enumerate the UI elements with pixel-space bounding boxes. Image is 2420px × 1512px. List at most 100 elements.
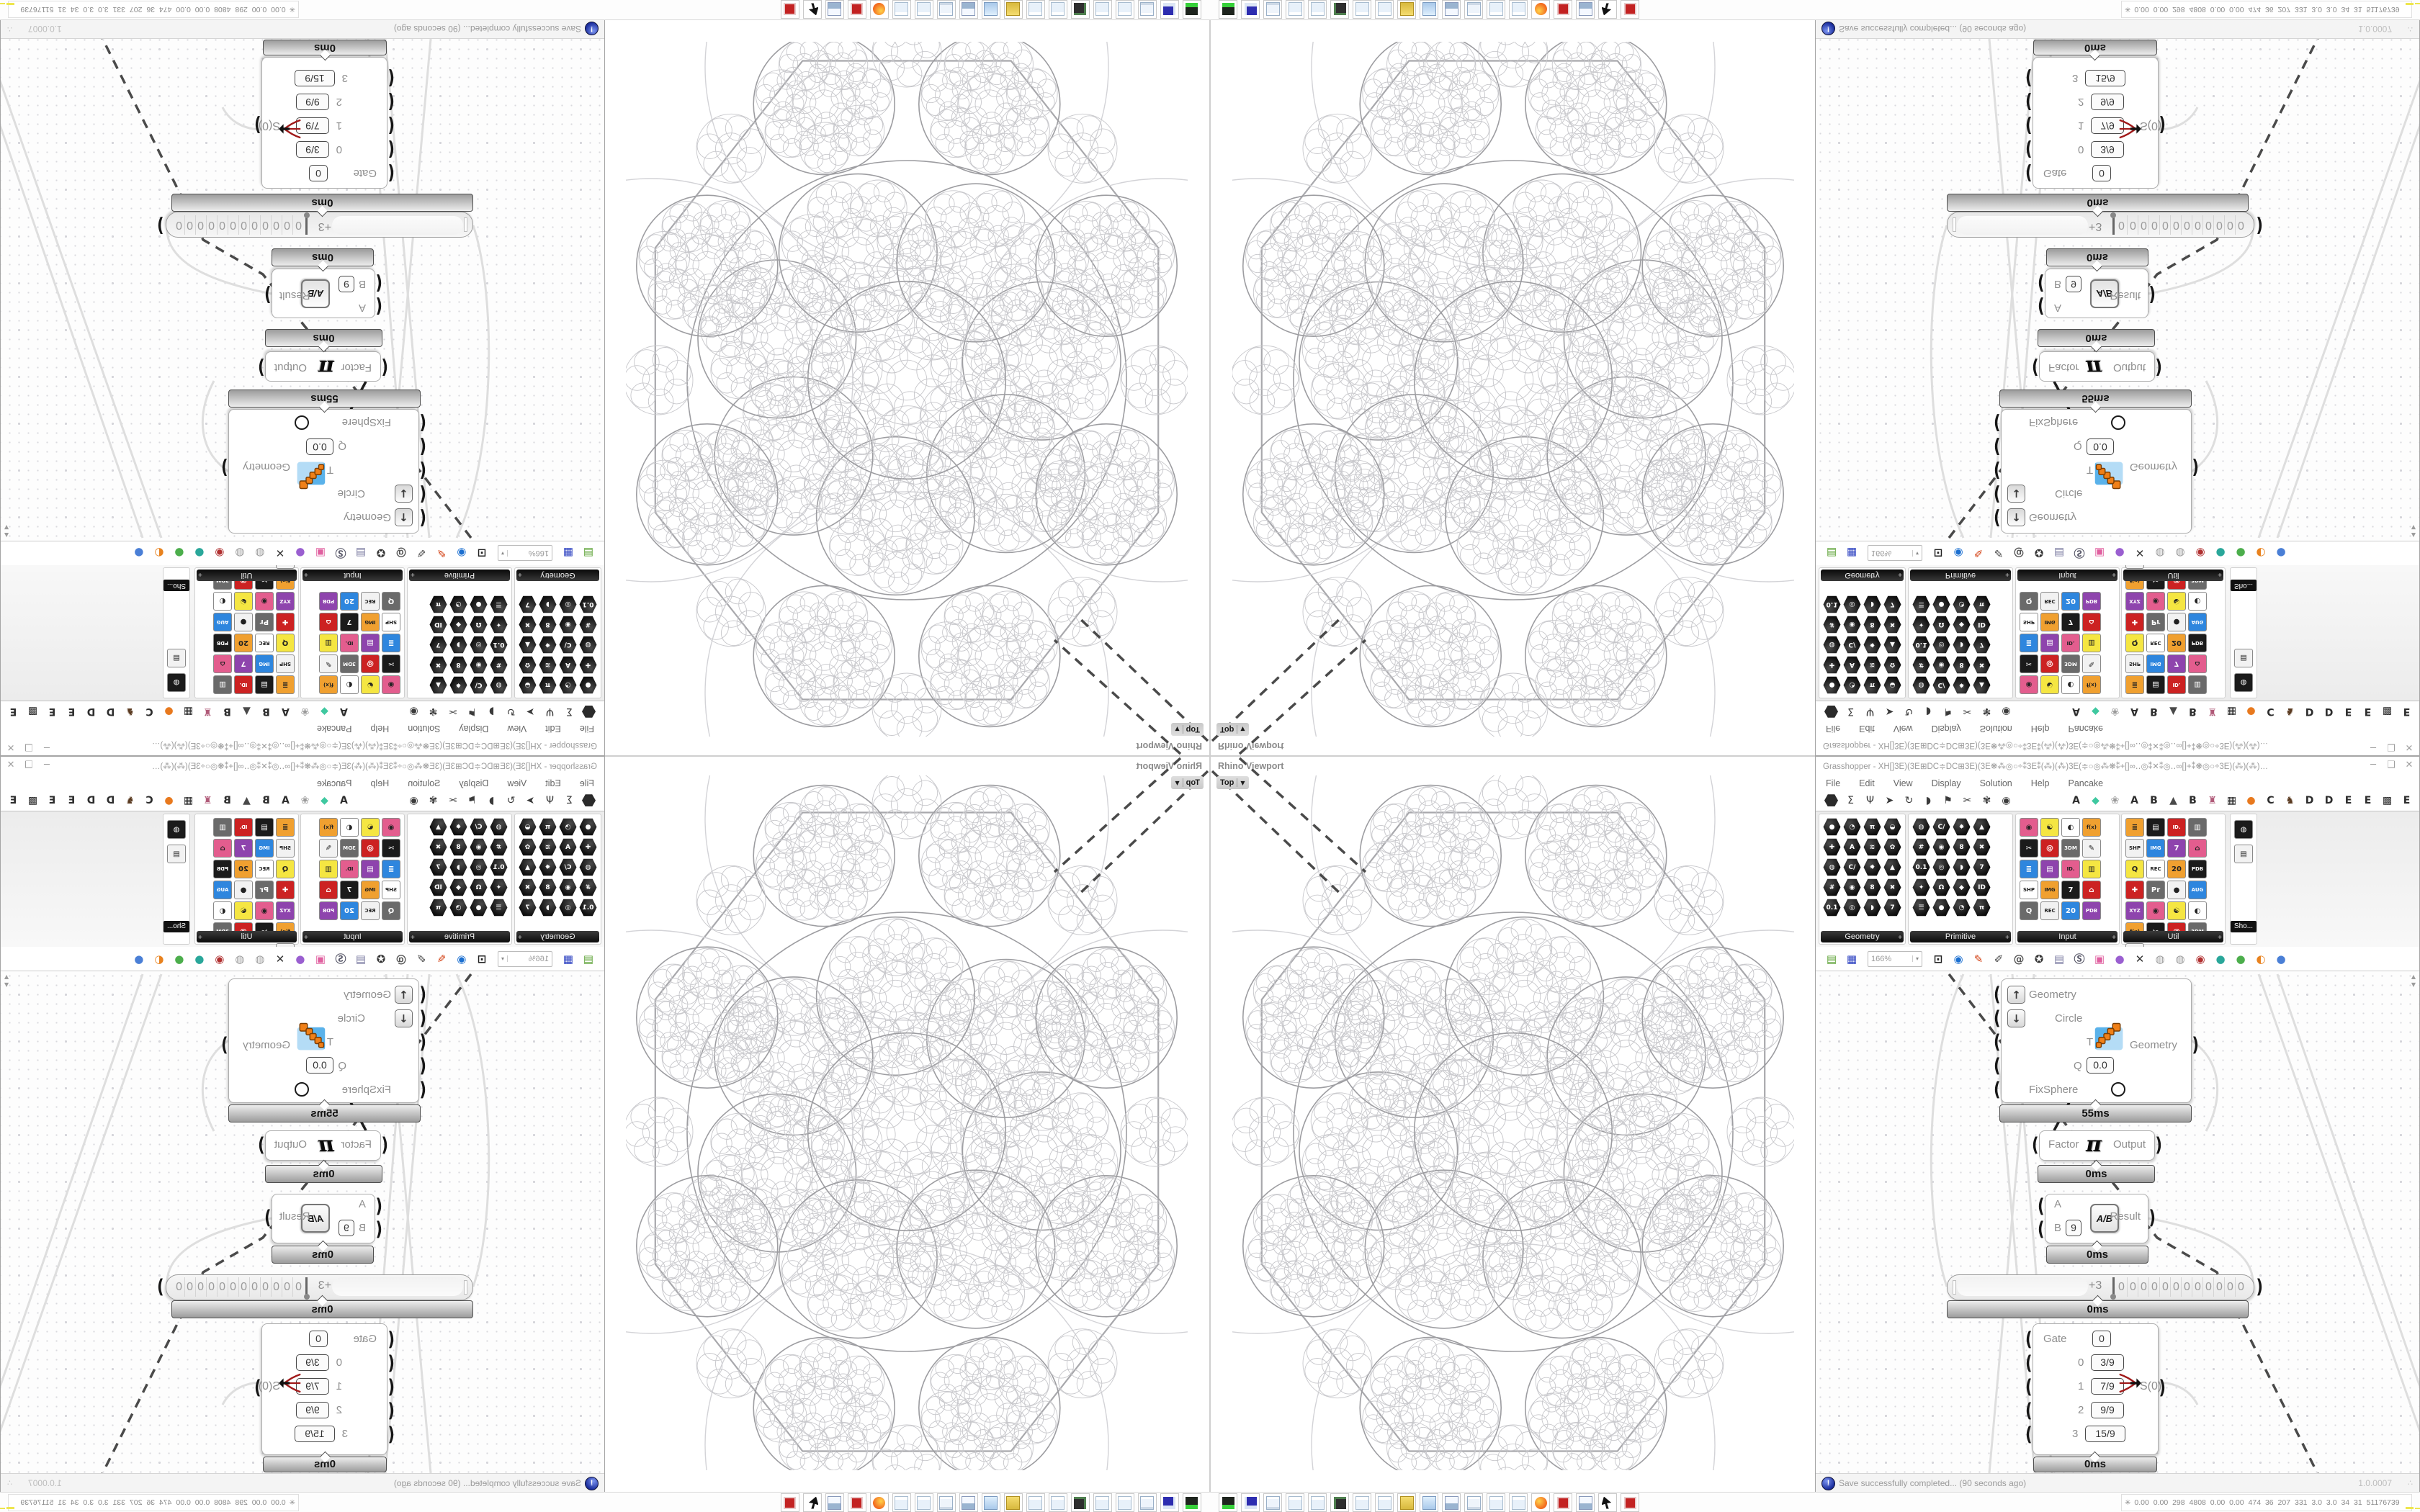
sketch-tool-icon[interactable]: ✐ bbox=[416, 952, 426, 966]
spinner-icon[interactable]: ◉ bbox=[2195, 952, 2205, 966]
gate-row-value[interactable]: 3/9 bbox=[296, 141, 329, 158]
input-grip[interactable]: ( bbox=[2038, 272, 2045, 294]
palette-component-icon[interactable]: AUG bbox=[213, 613, 232, 631]
viewport-tab-top[interactable]: Top ▼ bbox=[1216, 776, 1249, 789]
palette-component-icon[interactable]: PDB bbox=[2188, 634, 2207, 652]
notepad-icon[interactable] bbox=[1049, 0, 1067, 19]
tab-plugin-chicken[interactable]: ♞ bbox=[2285, 795, 2295, 806]
palette-component-icon[interactable]: ✸ bbox=[1863, 858, 1881, 876]
calculator-icon[interactable] bbox=[825, 1493, 844, 1512]
cursor-icon[interactable] bbox=[1598, 0, 1617, 19]
balloon-icon[interactable]: ● bbox=[295, 952, 305, 966]
palette-component-icon[interactable]: 20 bbox=[340, 592, 359, 611]
tab-intersect[interactable]: ✂ bbox=[448, 795, 457, 806]
menu-file[interactable]: File bbox=[1826, 724, 1841, 734]
input-grip[interactable]: ( bbox=[1994, 459, 2001, 481]
tab-plugin-d1[interactable]: D bbox=[106, 706, 115, 717]
palette-component-icon[interactable]: # bbox=[579, 616, 597, 634]
palette-expand-icon[interactable]: + bbox=[411, 570, 415, 578]
folder-icon[interactable] bbox=[1397, 1493, 1416, 1512]
notepad-icon[interactable] bbox=[1308, 0, 1327, 19]
balloon-green-icon[interactable]: ● bbox=[2236, 952, 2246, 966]
slider-digit[interactable]: 0 bbox=[206, 215, 218, 235]
palette-component-icon[interactable]: ✂ bbox=[2020, 839, 2038, 858]
palette-component-icon[interactable]: 20 bbox=[234, 860, 253, 878]
tab-surface[interactable]: ◗ bbox=[488, 795, 495, 806]
balloon-blue-icon[interactable]: ● bbox=[134, 546, 144, 560]
palette-component-icon[interactable]: ✸ bbox=[449, 818, 467, 836]
tab-plugin-shield[interactable]: ♜ bbox=[203, 795, 212, 806]
node-division[interactable]: ( A ( B 9 A/B Result ) bbox=[2038, 1194, 2156, 1243]
tab-plugin-d1[interactable]: D bbox=[2305, 795, 2314, 806]
palette-component-icon[interactable]: ≋ bbox=[539, 656, 557, 674]
node-circle-packer[interactable]: ( ( ( ( ( ↑ ↓ Geometry Circle T Q 0.0 Fi… bbox=[221, 978, 426, 1103]
tab-surface[interactable]: ◗ bbox=[488, 706, 495, 717]
output-grip[interactable]: ) bbox=[157, 215, 164, 236]
palette-component-icon[interactable]: XYZ bbox=[2125, 901, 2144, 920]
balloon-icon[interactable]: ● bbox=[295, 546, 305, 560]
palette-component-icon[interactable]: XYZ bbox=[276, 901, 295, 920]
tab-plugin-b2[interactable]: B bbox=[2189, 795, 2197, 806]
palette-group-label[interactable]: Util bbox=[2123, 931, 2223, 942]
input-grip[interactable]: ( bbox=[2025, 138, 2033, 160]
tab-plugin-e2[interactable]: E bbox=[2364, 795, 2372, 806]
input-grip[interactable]: ( bbox=[2025, 1352, 2033, 1374]
output-grip[interactable]: ) bbox=[221, 1034, 228, 1056]
palette-component-icon[interactable]: ✂ bbox=[2020, 654, 2038, 673]
node-pi[interactable]: ( Factor π Output ) bbox=[258, 1130, 388, 1161]
input-grip[interactable]: ( bbox=[2025, 114, 2033, 136]
mention-icon[interactable]: @ bbox=[395, 546, 407, 560]
slider-digit[interactable]: 0 bbox=[295, 219, 302, 231]
app-terminal-icon[interactable] bbox=[1183, 0, 1201, 19]
palette-component-icon[interactable]: ID. bbox=[234, 818, 253, 837]
mention-icon[interactable]: @ bbox=[2013, 952, 2025, 966]
palette-component-icon[interactable]: ✖ bbox=[519, 878, 537, 896]
tab-sets[interactable]: Ψ bbox=[545, 706, 555, 717]
tab-plugin-b1[interactable]: B bbox=[2150, 706, 2158, 717]
palette-expand-icon[interactable]: + bbox=[304, 934, 308, 942]
input-grip[interactable]: ( bbox=[381, 356, 388, 378]
notepad-icon[interactable] bbox=[915, 1493, 933, 1512]
palette-component-icon[interactable]: ● bbox=[470, 595, 488, 613]
palette-component-icon[interactable]: # bbox=[1823, 616, 1841, 634]
package-icon[interactable]: ▣ bbox=[315, 952, 326, 966]
tab-transform[interactable]: ✾ bbox=[429, 795, 438, 806]
palette-component-icon[interactable]: ◉ bbox=[1932, 838, 1950, 856]
tab-plugin-flower[interactable]: ❀ bbox=[2110, 706, 2120, 717]
slider-digit[interactable]: 0 bbox=[271, 1277, 282, 1297]
q-value-box[interactable]: 0.0 bbox=[306, 1057, 333, 1074]
gate-row-value[interactable]: 15/9 bbox=[2085, 70, 2125, 86]
floppy-save-icon[interactable] bbox=[1241, 1493, 1260, 1512]
palette-component-icon[interactable]: Pr bbox=[2146, 613, 2165, 631]
notepad-icon[interactable] bbox=[1509, 1493, 1528, 1512]
palette-component-icon[interactable]: ▤ bbox=[167, 845, 186, 863]
node-pi[interactable]: ( Factor π Output ) bbox=[2032, 351, 2162, 382]
scroll-document-icon[interactable] bbox=[937, 1493, 956, 1512]
palette-component-icon[interactable]: C/ bbox=[1932, 676, 1950, 694]
palette-expand-icon[interactable]: + bbox=[2005, 570, 2009, 578]
palette-component-icon[interactable]: f(x) bbox=[319, 675, 338, 694]
notepad-icon[interactable] bbox=[1509, 0, 1528, 19]
tab-plugin-d2[interactable]: D bbox=[86, 795, 96, 806]
palette-component-icon[interactable]: ▲ bbox=[1973, 676, 1991, 694]
balloon-icon[interactable]: ● bbox=[2115, 546, 2125, 560]
gh-canvas[interactable]: ▲ ▼ ( ( ( ( ( ↑ ↓ Geometry Circle T Q 0.0… bbox=[1, 971, 604, 1473]
palette-component-icon[interactable]: ☰ bbox=[1912, 595, 1930, 613]
slider-digit[interactable]: 0 bbox=[2138, 1277, 2149, 1297]
calculator-icon[interactable] bbox=[1442, 0, 1461, 19]
tab-maths[interactable]: Σ bbox=[566, 795, 573, 806]
palette-component-icon[interactable]: ◍ bbox=[490, 818, 508, 836]
gha-assembly-icon[interactable]: ✪ bbox=[2034, 952, 2044, 966]
digit-scroller-slider[interactable]: +3 0 0 0 0 0 0 0 0 0 0 0 0 ) bbox=[157, 212, 473, 238]
scroll-document-icon[interactable] bbox=[1138, 1493, 1157, 1512]
tab-plugin-shield[interactable]: ♜ bbox=[203, 706, 212, 717]
tab-plugin-d1[interactable]: D bbox=[106, 795, 115, 806]
palette-component-icon[interactable]: π bbox=[539, 818, 557, 836]
palette-component-icon[interactable]: A bbox=[1843, 656, 1861, 674]
slider-digit[interactable]: 0 bbox=[2148, 1277, 2160, 1297]
menu-edit[interactable]: Edit bbox=[545, 724, 561, 734]
palette-component-icon[interactable]: IMG bbox=[2146, 654, 2165, 673]
q-value-box[interactable]: 0.0 bbox=[2087, 438, 2114, 455]
palette-component-icon[interactable]: AUG bbox=[2188, 881, 2207, 899]
node-division[interactable]: ( A ( B 9 A/B Result ) bbox=[264, 269, 382, 318]
